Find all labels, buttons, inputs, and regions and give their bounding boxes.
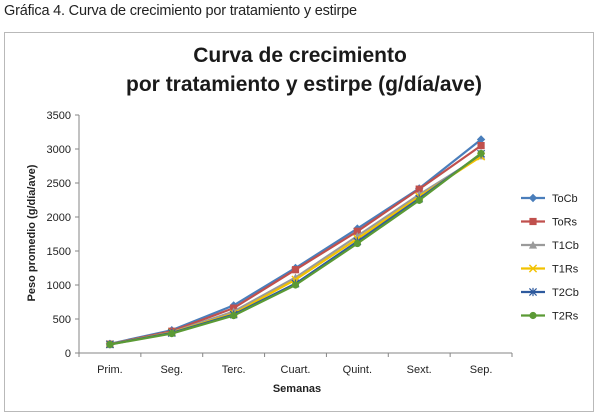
y-tick-label: 500 <box>53 314 71 326</box>
legend-marker <box>529 311 537 320</box>
legend-label: T1Rs <box>552 264 579 276</box>
x-tick-label: Sext. <box>407 364 432 376</box>
series-line-t2rs <box>109 152 482 346</box>
series-t2rs <box>106 149 485 349</box>
legend-marker <box>528 240 538 249</box>
legend-marker <box>529 217 537 226</box>
legend-label: ToRs <box>552 217 578 229</box>
data-point-t2rs <box>230 312 238 320</box>
x-tick-label: Prim. <box>97 364 123 376</box>
legend-marker <box>528 264 538 273</box>
x-tick-label: Seg. <box>160 364 183 376</box>
x-tick-label: Sep. <box>470 364 493 376</box>
legend-marker <box>528 287 538 297</box>
legend-item-tocb: ToCb <box>521 193 578 205</box>
series-tors <box>106 142 485 348</box>
chart-title-line-2: por tratamiento y estirpe (g/día/ave) <box>126 73 482 96</box>
series-line-tocb <box>109 138 482 345</box>
x-axis-title: Semanas <box>273 383 321 395</box>
data-point-tors <box>477 142 485 150</box>
series-t2cb <box>105 149 486 349</box>
chart-title-line-1: Curva de crecimiento <box>193 44 407 67</box>
legend-item-t1cb: T1Cb <box>521 240 579 252</box>
legend-item-t2rs: T2Rs <box>521 311 579 323</box>
legend-item-t2cb: T2Cb <box>521 287 579 299</box>
data-point-tors <box>415 185 423 193</box>
data-point-t2rs <box>477 149 485 158</box>
data-point-tors <box>353 227 361 235</box>
series-line-tors <box>109 144 482 346</box>
data-point-t2rs <box>415 196 423 204</box>
legend-label: ToCb <box>552 193 578 205</box>
chart-frame <box>4 32 594 412</box>
series-tocb <box>105 135 486 349</box>
data-point-tors <box>291 266 300 274</box>
series-layer <box>105 135 486 349</box>
x-tick-label: Terc. <box>222 364 246 376</box>
legend-label: T2Cb <box>552 287 579 299</box>
data-point-t2rs <box>353 239 361 248</box>
data-point-tocb <box>476 135 486 144</box>
data-point-t2rs <box>168 330 176 338</box>
y-tick-label: 1000 <box>47 280 71 292</box>
data-point-t2rs <box>106 340 114 349</box>
y-tick-label: 2500 <box>47 178 71 190</box>
y-tick-label: 0 <box>65 348 71 360</box>
legend-label: T2Rs <box>552 311 579 323</box>
data-point-t2rs <box>291 281 300 289</box>
figure-caption: Gráfica 4. Curva de crecimiento por trat… <box>4 3 357 19</box>
legend: ToCb ToRs T1Cb T1Rs T2Cb T2Rs <box>521 193 579 323</box>
legend-item-tors: ToRs <box>521 217 578 229</box>
x-tick-label: Quint. <box>343 364 372 376</box>
y-axis-title: Peso promedio (g/día/ave) <box>26 164 38 301</box>
y-tick-label: 1500 <box>47 246 71 258</box>
legend-marker <box>528 193 538 203</box>
axes: 0 500 1000 1500 2000 2500 3000 3500 Prim. Seg. Ter… <box>47 110 513 376</box>
y-tick-label: 3500 <box>47 110 71 122</box>
legend-label: T1Cb <box>552 240 579 252</box>
y-tick-label: 2000 <box>47 212 71 224</box>
y-tick-label: 3000 <box>47 144 71 156</box>
legend-item-t1rs: T1Rs <box>521 264 579 276</box>
x-tick-label: Cuart. <box>281 364 311 376</box>
